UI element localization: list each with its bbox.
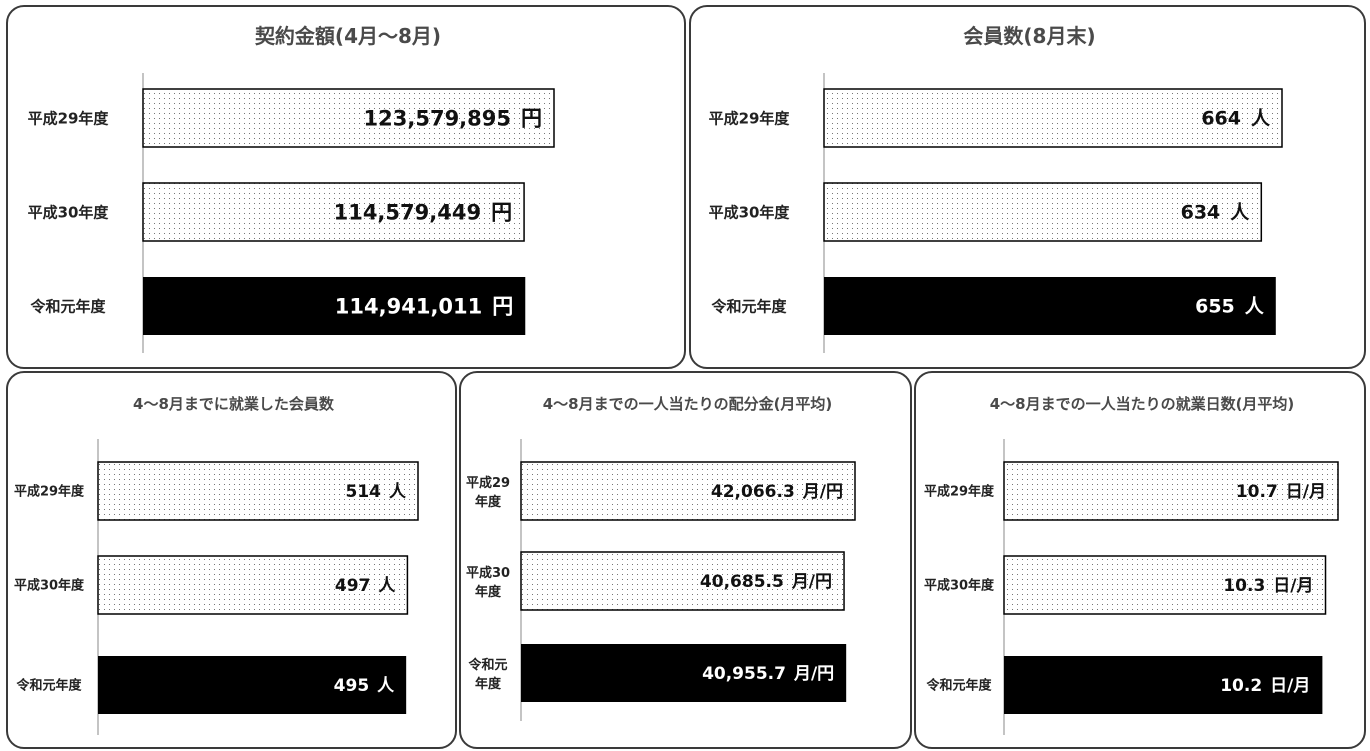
- data-label: 114,579,449: [334, 200, 481, 224]
- bar-2: [521, 644, 847, 702]
- value-unit: 人: [389, 482, 407, 502]
- category-label: 平成30年度: [924, 578, 995, 594]
- data-label: 10.7: [1236, 482, 1278, 502]
- bar-0: [823, 88, 1283, 148]
- value-unit: 月/円: [791, 572, 832, 592]
- value-unit: 人: [378, 576, 396, 596]
- bar-2: [98, 656, 407, 714]
- bar-1: [1003, 555, 1327, 615]
- data-label: 42,066.3: [711, 482, 795, 502]
- bar-1: [97, 555, 409, 615]
- data-label: 495: [334, 676, 370, 696]
- chart-title: 4〜8月までに就業した会員数: [133, 395, 335, 413]
- bar-0: [142, 88, 555, 148]
- category-label: 平成29年度: [924, 484, 995, 500]
- data-label: 664: [1201, 108, 1241, 130]
- data-label: 40,685.5: [700, 572, 784, 592]
- bar-1: [142, 182, 525, 242]
- category-label: 平成29年度: [709, 109, 791, 127]
- chart-svg-employed: 4〜8月までに就業した会員数平成29年度 人514平成30年度 人497令和元年度人…: [14, 395, 419, 735]
- category-label: 平成30年度: [14, 578, 85, 594]
- value-unit: 円: [521, 106, 542, 130]
- category-label: 平成30年度: [709, 203, 791, 221]
- category-label: 令和元年度: [16, 678, 82, 694]
- data-label: 497: [335, 576, 371, 596]
- value-unit: 月/円: [802, 482, 843, 502]
- bar-0: [1003, 461, 1339, 521]
- chart-panel-employed: 4〜8月までに就業した会員数 平成29年度人 514 平成30年度人 497 令和元年度人…: [6, 371, 457, 749]
- bar-1: [520, 551, 845, 611]
- chart-title: 4〜8月までの一人当たりの就業日数(月平均): [990, 395, 1295, 413]
- category-label: 平成29年度: [14, 484, 85, 500]
- data-label: 514: [346, 482, 382, 502]
- bar-2: [143, 277, 526, 335]
- data-label: 10.2: [1220, 676, 1262, 696]
- value-unit: 人: [1245, 296, 1265, 318]
- category-label: 令和元年度: [926, 678, 992, 694]
- chart-svg-workdays: 4〜8月までの一人当たりの就業日数(月平均)平成29年度 日/月10.7平成30年…: [924, 395, 1339, 735]
- data-label: 655: [1195, 296, 1235, 318]
- chart-panel-allocation: 4〜8月までの一人当たりの配分金(月平均) 平成29 年度 月/円 42,066.3 平成…: [459, 371, 912, 749]
- chart-title: 会員数(8月末): [963, 24, 1095, 48]
- bar-2: [1004, 656, 1323, 714]
- chart-svg-allocation: 4〜8月までの一人当たりの配分金(月平均)平成29 年度月/円42,066.3平成…: [466, 395, 856, 721]
- value-unit: 日/月: [1286, 482, 1326, 502]
- value-unit: 円: [492, 294, 513, 318]
- chart-panel-members: 会員数(8月末) 平成29年度人 664 平成30年度人 634 令和元年度人 655: [689, 5, 1366, 369]
- data-label: 10.3: [1223, 576, 1265, 596]
- chart-title: 4〜8月までの一人当たりの配分金(月平均): [543, 395, 833, 413]
- data-label: 123,579,895: [364, 106, 511, 130]
- category-label: 令和元年度: [468, 657, 507, 692]
- bar-2: [824, 277, 1276, 335]
- data-label: 114,941,011: [335, 294, 482, 318]
- value-unit: 人: [377, 676, 395, 696]
- value-unit: 日/月: [1270, 676, 1310, 696]
- value-unit: 月/円: [793, 664, 834, 684]
- chart-panel-workdays: 4〜8月までの一人当たりの就業日数(月平均) 平成29年度 日/月 10.7 平成30年…: [914, 371, 1366, 749]
- value-unit: 日/月: [1273, 576, 1313, 596]
- data-label: 634: [1181, 202, 1221, 224]
- bar-1: [823, 182, 1263, 242]
- bar-0: [520, 461, 856, 521]
- value-unit: 円: [491, 200, 512, 224]
- chart-title: 契約金額(4月〜8月): [254, 24, 441, 48]
- category-label: 平成30年度: [28, 203, 110, 221]
- data-label: 40,955.7: [702, 664, 786, 684]
- category-label: 令和元年度: [30, 297, 106, 315]
- value-unit: 人: [1230, 202, 1250, 224]
- chart-panel-contract: 契約金額(4月〜8月) 平成29年度円 123,579,895 平成30年度円 114,…: [6, 5, 686, 369]
- bar-0: [97, 461, 419, 521]
- category-label: 平成29年度: [28, 109, 110, 127]
- category-label: 令和元年度: [711, 297, 787, 315]
- value-unit: 人: [1251, 108, 1271, 130]
